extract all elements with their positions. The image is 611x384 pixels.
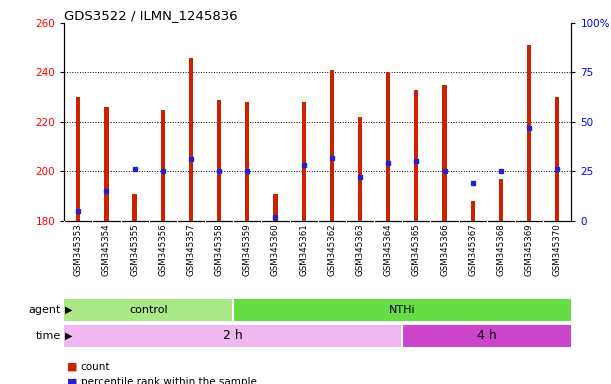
Bar	[76, 97, 81, 221]
Text: 4 h: 4 h	[477, 329, 497, 342]
FancyBboxPatch shape	[402, 325, 571, 347]
Bar	[527, 45, 531, 221]
Bar	[161, 109, 165, 221]
Bar	[442, 85, 447, 221]
Text: GSM345358: GSM345358	[214, 223, 224, 276]
Text: GSM345359: GSM345359	[243, 223, 252, 276]
Text: ▶: ▶	[65, 305, 73, 315]
Text: GSM345360: GSM345360	[271, 223, 280, 276]
FancyBboxPatch shape	[233, 299, 571, 321]
Bar	[470, 201, 475, 221]
FancyBboxPatch shape	[64, 325, 402, 347]
Bar	[133, 194, 137, 221]
Text: GSM345355: GSM345355	[130, 223, 139, 276]
Text: control: control	[130, 305, 168, 315]
Text: GSM345363: GSM345363	[356, 223, 365, 276]
Text: GSM345365: GSM345365	[412, 223, 421, 276]
Bar	[330, 70, 334, 221]
Bar	[245, 102, 249, 221]
Text: GSM345368: GSM345368	[496, 223, 505, 276]
Text: agent: agent	[29, 305, 61, 315]
Bar	[273, 194, 277, 221]
Text: GSM345366: GSM345366	[440, 223, 449, 276]
Text: count: count	[81, 362, 110, 372]
Text: ▶: ▶	[65, 331, 73, 341]
Text: GSM345367: GSM345367	[468, 223, 477, 276]
Bar	[499, 179, 503, 221]
Text: GSM345362: GSM345362	[327, 223, 336, 276]
Bar	[104, 107, 109, 221]
Text: GSM345356: GSM345356	[158, 223, 167, 276]
Text: GDS3522 / ILMN_1245836: GDS3522 / ILMN_1245836	[64, 9, 238, 22]
Text: NTHi: NTHi	[389, 305, 415, 315]
Text: GSM345370: GSM345370	[553, 223, 562, 276]
Text: GSM345357: GSM345357	[186, 223, 196, 276]
Bar	[555, 97, 559, 221]
Bar	[301, 102, 306, 221]
Bar	[358, 117, 362, 221]
Text: GSM345353: GSM345353	[74, 223, 82, 276]
Text: 2 h: 2 h	[224, 329, 243, 342]
Bar	[414, 90, 419, 221]
Text: GSM345354: GSM345354	[102, 223, 111, 276]
Text: time: time	[36, 331, 61, 341]
Text: ■: ■	[67, 377, 78, 384]
Text: GSM345361: GSM345361	[299, 223, 308, 276]
FancyBboxPatch shape	[64, 299, 233, 321]
Text: GSM345369: GSM345369	[524, 223, 533, 276]
Bar	[386, 73, 390, 221]
Bar	[217, 100, 221, 221]
Bar	[189, 58, 193, 221]
Text: GSM345364: GSM345364	[384, 223, 393, 276]
Text: ■: ■	[67, 362, 78, 372]
Text: percentile rank within the sample: percentile rank within the sample	[81, 377, 257, 384]
